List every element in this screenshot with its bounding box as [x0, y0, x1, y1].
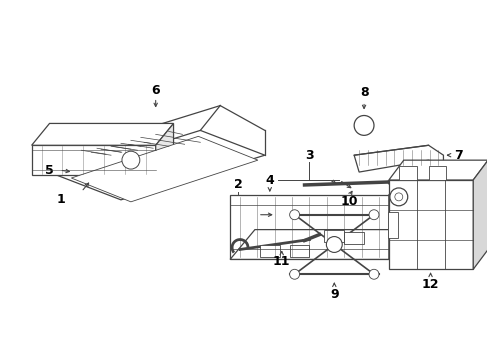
Polygon shape — [230, 230, 413, 260]
Bar — [324, 230, 344, 242]
Circle shape — [122, 151, 140, 169]
Text: 11: 11 — [272, 255, 290, 268]
Bar — [259, 246, 279, 257]
Circle shape — [353, 116, 373, 135]
Text: 4: 4 — [265, 174, 274, 186]
Polygon shape — [56, 130, 264, 200]
Text: 7: 7 — [453, 149, 462, 162]
Circle shape — [325, 237, 342, 252]
Circle shape — [289, 210, 299, 220]
Polygon shape — [71, 136, 257, 202]
Polygon shape — [155, 123, 173, 175]
Polygon shape — [388, 165, 413, 260]
Polygon shape — [32, 123, 173, 145]
Bar — [388, 180, 472, 269]
Text: 3: 3 — [305, 149, 313, 162]
Text: 2: 2 — [233, 179, 242, 192]
Text: 1: 1 — [57, 193, 66, 206]
Bar — [398, 166, 416, 180]
Circle shape — [368, 210, 378, 220]
Polygon shape — [388, 160, 487, 180]
Circle shape — [368, 269, 378, 279]
Text: 9: 9 — [329, 288, 338, 301]
Text: 8: 8 — [359, 86, 367, 99]
Text: 6: 6 — [151, 84, 160, 97]
Circle shape — [394, 193, 402, 201]
Polygon shape — [472, 160, 487, 269]
Text: 5: 5 — [45, 163, 54, 176]
Text: 10: 10 — [340, 195, 357, 208]
Text: 12: 12 — [421, 278, 438, 291]
Polygon shape — [353, 145, 443, 172]
Bar — [289, 246, 309, 257]
Bar — [344, 231, 364, 243]
Circle shape — [389, 188, 407, 206]
Bar — [427, 166, 446, 180]
Polygon shape — [32, 145, 155, 175]
Bar — [387, 212, 397, 238]
Circle shape — [289, 269, 299, 279]
Polygon shape — [230, 195, 388, 260]
